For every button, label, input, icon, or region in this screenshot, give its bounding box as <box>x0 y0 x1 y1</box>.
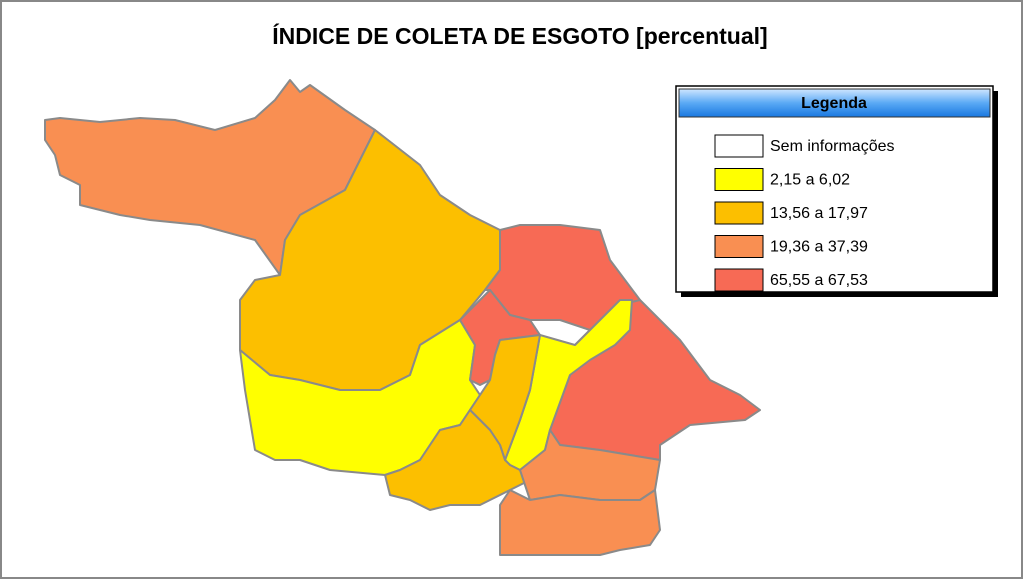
legend-label: 13,56 a 17,97 <box>770 205 868 222</box>
legend-swatch <box>714 235 764 258</box>
map <box>44 79 761 556</box>
region <box>499 489 661 556</box>
legend-swatch <box>714 134 764 158</box>
legend-title: Legenda <box>801 95 867 112</box>
legend-items: Sem informações 2,15 a 6,02 13,56 a 17,97 1… <box>714 134 895 292</box>
legend-label: Sem informações <box>770 138 895 155</box>
legend-header <box>678 88 991 118</box>
legend-label: 65,55 a 67,53 <box>770 272 868 289</box>
legend-label: 2,15 a 6,02 <box>770 172 850 189</box>
legend-swatch <box>714 168 764 191</box>
region <box>384 409 531 511</box>
map-title: ÍNDICE DE COLETA DE ESGOTO [percentual] <box>272 22 767 49</box>
legend: Legenda Sem informações 2,15 a 6,02 13,56 … <box>675 85 998 297</box>
legend-swatch <box>714 268 764 292</box>
legend-swatch <box>714 201 764 225</box>
legend-label: 19,36 a 37,39 <box>770 239 868 256</box>
